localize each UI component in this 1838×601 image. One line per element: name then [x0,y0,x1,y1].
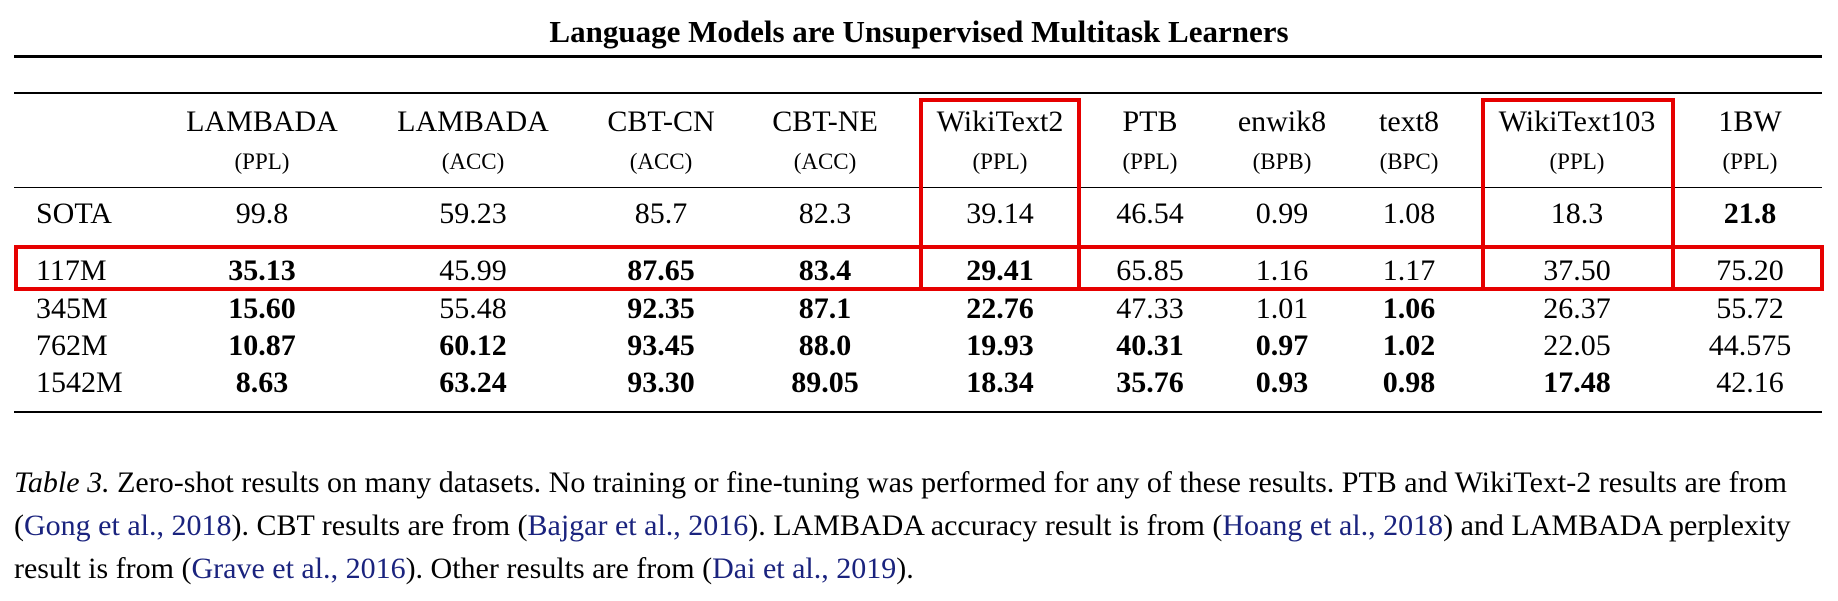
table-cell: 35.13 [228,254,296,287]
table-cell: 82.3 [798,197,852,230]
table-cell: 39.14 [966,197,1034,230]
table-cell: 26.37 [1543,292,1611,325]
column-unit: (ACC) [441,149,505,174]
table-cell: 0.93 [1255,366,1309,399]
row-label: 117M [36,254,107,287]
column-header: PTB [1122,105,1178,138]
caption-text: ). LAMBADA accuracy result is from ( [748,509,1223,542]
citation-grave[interactable]: Grave et al., 2016 [191,552,406,585]
table-cell: 37.50 [1543,254,1611,287]
table-cell: 10.87 [228,329,296,362]
table-cell: 35.76 [1116,366,1184,399]
table-cell: 21.8 [1723,197,1777,230]
table-cell: 40.31 [1116,329,1184,362]
column-unit: (PPL) [972,149,1028,174]
column-header: WikiText103 [1498,105,1656,138]
caption-text: ) and LAMBADA perplexity result is from … [14,509,1791,585]
column-unit: (BPC) [1379,149,1439,174]
table-cell: 92.35 [627,292,695,325]
table-cell: 93.30 [627,366,695,399]
table-cell: 1.01 [1255,292,1309,325]
table-cell: 55.48 [439,292,507,325]
column-header: WikiText2 [936,105,1064,138]
caption-label: Table 3. [14,466,110,499]
row-label: 345M [36,292,108,325]
column-header: text8 [1379,105,1439,138]
table-cell: 75.20 [1716,254,1784,287]
table-cell: 88.0 [798,329,852,362]
row-label: SOTA [36,197,112,230]
column-unit: (PPL) [1722,149,1778,174]
table-cell: 45.99 [439,254,507,287]
table-cell: 1.16 [1255,254,1309,287]
column-unit: (ACC) [629,149,693,174]
table-cell: 0.97 [1255,329,1309,362]
table-cell: 0.98 [1382,366,1436,399]
table-cell: 87.1 [798,292,852,325]
table-cell: 47.33 [1116,292,1184,325]
table-caption: Table 3. Zero-shot results on many datas… [14,461,1824,590]
table-cell: 1.08 [1382,197,1436,230]
table-cell: 1.06 [1382,292,1436,325]
table-cell: 60.12 [439,329,507,362]
table-cell: 89.05 [791,366,859,399]
column-header: CBT-NE [772,105,878,138]
column-unit: (ACC) [793,149,857,174]
table-cell: 15.60 [228,292,296,325]
table-cell: 18.3 [1550,197,1604,230]
table-cell: 87.65 [627,254,695,287]
table-cell: 83.4 [798,254,852,287]
table-cell: 22.05 [1543,329,1611,362]
column-header: CBT-CN [607,105,715,138]
table-cell: 59.23 [439,197,507,230]
row-label: 1542M [36,366,123,399]
table-cell: 18.34 [966,366,1034,399]
caption-text: ). CBT results are from ( [231,509,528,542]
table-cell: 0.99 [1255,197,1309,230]
table-top-rule [14,55,1822,58]
table-cell: 55.72 [1716,292,1784,325]
table-header-top-rule [14,92,1822,94]
table-cell: 46.54 [1116,197,1184,230]
column-unit: (PPL) [234,149,290,174]
citation-bajgar[interactable]: Bajgar et al., 2016 [527,509,749,542]
citation-gong[interactable]: Gong et al., 2018 [24,509,232,542]
table-cell: 1.02 [1382,329,1436,362]
table-cell: 19.93 [966,329,1034,362]
citation-dai[interactable]: Dai et al., 2019 [712,552,897,585]
table-cell: 17.48 [1543,366,1611,399]
table-cell: 29.41 [966,254,1034,287]
table-cell: 63.24 [439,366,507,399]
column-unit: (PPL) [1549,149,1605,174]
column-unit: (BPB) [1252,149,1312,174]
caption-text: ). [896,552,914,585]
table-cell: 85.7 [634,197,688,230]
citation-hoang[interactable]: Hoang et al., 2018 [1222,509,1444,542]
column-unit: (PPL) [1122,149,1178,174]
table-cell: 99.8 [235,197,289,230]
table-cell: 8.63 [235,366,289,399]
row-label: 762M [36,329,108,362]
column-header: LAMBADA [397,105,549,138]
table-cell: 1.17 [1382,254,1436,287]
caption-text: Zero-shot results on many datasets. No t… [14,466,1787,542]
table-cell: 42.16 [1716,366,1784,399]
table-cell: 65.85 [1116,254,1184,287]
column-header: 1BW [1718,105,1782,138]
highlight-117m-row [14,245,1824,291]
column-header: enwik8 [1237,105,1327,138]
table-header-bottom-rule [14,187,1822,188]
table-cell: 22.76 [966,292,1034,325]
page-title: Language Models are Unsupervised Multita… [549,14,1289,49]
column-header: LAMBADA [186,105,338,138]
caption-text: ). Other results are from ( [405,552,713,585]
table-cell: 93.45 [627,329,695,362]
table-bottom-rule [14,411,1822,413]
table-cell: 44.575 [1708,329,1792,362]
